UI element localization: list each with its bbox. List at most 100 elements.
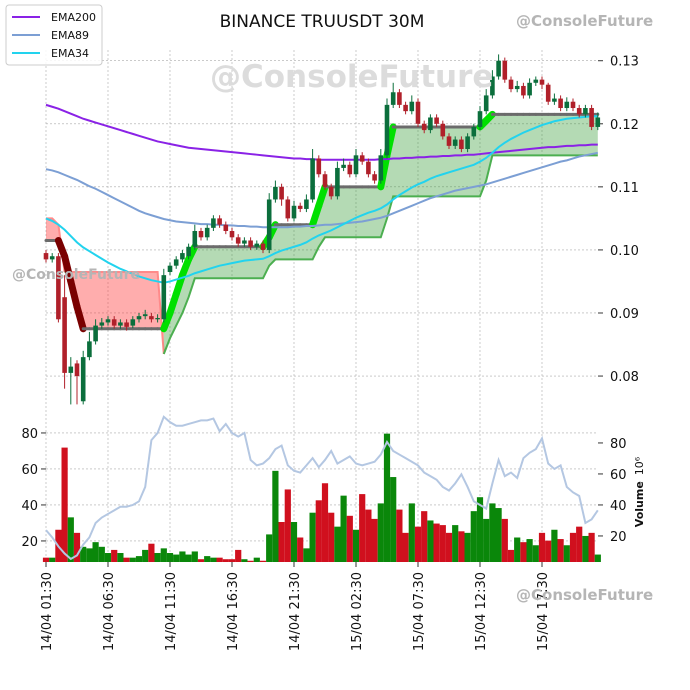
volume-bar — [377, 503, 384, 562]
candle-body — [545, 84, 551, 102]
x-tick-label: 15/04 17:30 — [536, 572, 551, 651]
volume-bar — [569, 532, 577, 562]
watermark: @ConsoleFuture — [516, 12, 653, 30]
candle-body — [502, 60, 508, 80]
y-tick-label: 0.11 — [610, 181, 639, 196]
y2-label: Volume — [633, 481, 646, 527]
candle-body — [483, 95, 489, 112]
candle-body — [217, 218, 222, 225]
volume-bar — [346, 515, 353, 562]
volume-bar — [216, 557, 223, 562]
candle-body — [490, 76, 495, 96]
candle-body — [211, 218, 216, 228]
volume-bar — [191, 551, 198, 562]
candle-body — [155, 318, 160, 320]
volume-bar — [594, 554, 601, 562]
y-tick-label: 40 — [21, 499, 38, 514]
candle-body — [570, 101, 576, 109]
band-edge — [162, 154, 598, 355]
volume-bar — [142, 549, 149, 562]
volume-bar — [321, 483, 329, 562]
trail-segment — [315, 183, 329, 210]
candle-body — [316, 158, 322, 175]
candle-body — [248, 240, 253, 247]
volume-bar — [117, 553, 124, 562]
candle-body — [576, 108, 582, 115]
trail-segment — [67, 277, 81, 311]
legend: EMA200 EMA89 EMA34 — [5, 4, 103, 66]
y2-tick-label: 80 — [610, 437, 627, 452]
candle-body — [186, 246, 191, 257]
candle-body — [285, 199, 291, 219]
volume-bar — [154, 553, 161, 562]
volume-bar — [111, 549, 118, 562]
candle-body — [440, 123, 446, 137]
volume-bar — [160, 548, 167, 562]
y-tick-label: 80 — [21, 427, 38, 442]
legend-label: EMA34 — [51, 47, 89, 60]
candle-body — [173, 259, 179, 266]
volume-bar — [489, 503, 496, 562]
volume-bar — [129, 557, 136, 562]
volume-bar — [278, 522, 285, 562]
volume-bar — [166, 553, 174, 562]
band-edge — [70, 270, 165, 355]
volume-bar — [464, 532, 471, 562]
candle-body — [130, 319, 136, 326]
candle-body — [56, 256, 61, 320]
watermark: @ConsoleFuture — [516, 586, 653, 604]
volume-bar — [303, 548, 310, 562]
candle-body — [514, 85, 520, 90]
candle-body — [341, 164, 346, 168]
volume-bar — [197, 559, 205, 562]
candle-body — [471, 126, 477, 137]
candle-body — [111, 319, 117, 326]
candle-body — [583, 108, 588, 115]
volume-bar — [402, 532, 409, 562]
indicator-line — [45, 415, 599, 561]
candle-body — [353, 155, 359, 175]
candle-body — [310, 158, 315, 200]
candle-body — [242, 240, 247, 244]
volume-bar — [42, 557, 50, 562]
volume-bar — [98, 546, 105, 562]
candle-body — [235, 237, 241, 244]
candle-body — [452, 139, 458, 146]
volume-bar — [86, 548, 93, 562]
volume-bar — [452, 525, 459, 562]
y2-scale: 10⁶ — [633, 456, 646, 475]
candle-body — [62, 297, 67, 373]
volume-bar — [222, 559, 229, 562]
y-tick-label: 0.12 — [610, 118, 639, 133]
candle-body — [304, 199, 309, 209]
candle-body — [266, 199, 272, 250]
candle-body — [434, 117, 439, 124]
volume-bar — [532, 545, 539, 562]
candle-body — [366, 161, 371, 175]
x-tick-label: 14/04 16:30 — [226, 572, 241, 651]
volume-bar — [483, 518, 490, 562]
candle-body — [415, 101, 421, 124]
candle-body — [459, 139, 464, 150]
candle-body — [390, 92, 396, 105]
x-tick-label: 14/04 01:30 — [40, 572, 55, 651]
y2-tick-label: 40 — [610, 499, 627, 514]
volume-bar — [135, 556, 143, 562]
candle-body — [229, 231, 235, 238]
volume-bar — [272, 470, 279, 562]
volume-bar — [284, 489, 291, 562]
volume-bar — [185, 554, 192, 562]
volume-bar — [80, 546, 87, 562]
candle-body — [378, 155, 384, 181]
candle-body — [142, 314, 148, 317]
candle-body — [347, 164, 353, 175]
volume-bar — [421, 511, 428, 562]
candle-body — [180, 253, 185, 260]
volume-bar — [247, 560, 254, 562]
candle-body — [118, 322, 123, 326]
y-tick-label: 0.10 — [610, 244, 639, 259]
volume-bar — [266, 534, 273, 562]
volume-bar — [315, 500, 322, 562]
candle-body — [260, 243, 266, 250]
volume-bar — [92, 542, 99, 562]
